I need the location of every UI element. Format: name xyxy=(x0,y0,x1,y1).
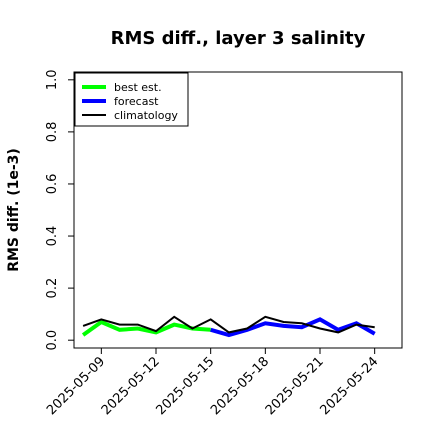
chart-title: RMS diff., layer 3 salinity xyxy=(111,28,366,49)
x-axis: 2025-05-092025-05-122025-05-152025-05-18… xyxy=(44,348,381,418)
legend-label: best est. xyxy=(114,81,162,94)
legend-label: climatology xyxy=(114,109,178,122)
series-line-0 xyxy=(81,319,211,337)
plot-area-frame xyxy=(73,71,403,349)
y-tick-label: 0.4 xyxy=(45,226,60,247)
legend-label: forecast xyxy=(114,95,159,108)
y-tick-label: 1.0 xyxy=(45,69,60,90)
series-line-1 xyxy=(210,317,376,338)
y-tick-label: 0.0 xyxy=(45,330,60,351)
y-axis: 0.0 0.2 0.4 0.6 0.8 1.0 xyxy=(45,69,74,351)
x-tick-label: 2025-05-24 xyxy=(317,354,381,418)
series-layer xyxy=(81,315,376,338)
y-axis-label: RMS diff. (1e-3) xyxy=(6,148,22,272)
series-line-2 xyxy=(82,315,375,334)
y-tick-label: 0.2 xyxy=(45,278,60,299)
y-tick-label: 0.6 xyxy=(45,174,60,195)
y-tick-label: 0.8 xyxy=(45,122,60,143)
